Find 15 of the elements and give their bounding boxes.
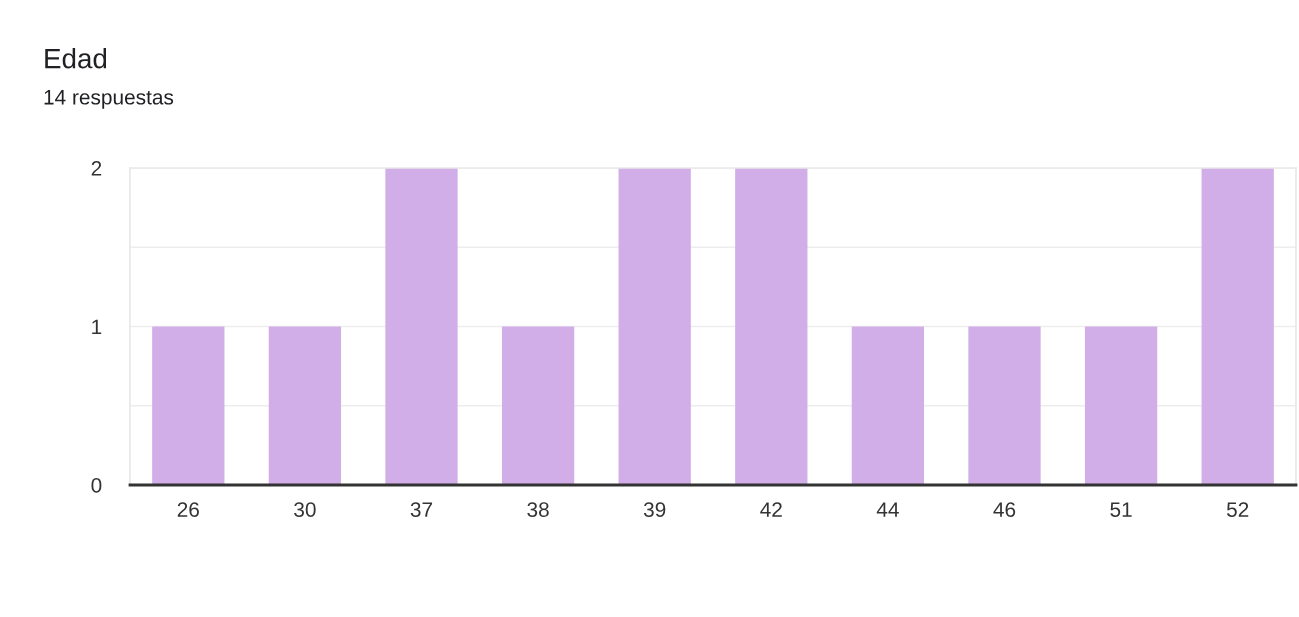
x-tick-label: 38 [527, 502, 549, 517]
x-tick-label: 42 [760, 502, 782, 517]
x-tick-label: 52 [1226, 502, 1249, 517]
y-tick-label: 2 [91, 161, 102, 176]
y-tick-label: 1 [92, 319, 102, 335]
x-tick-label: 44 [876, 502, 899, 517]
y-tick-label: 0 [91, 478, 102, 493]
x-tick-label: 26 [177, 502, 199, 517]
x-tick-label: 46 [993, 502, 1016, 517]
x-tick-label: 51 [1110, 502, 1132, 517]
x-tick-label: 30 [294, 502, 316, 517]
chart-title: Edad [45, 48, 107, 69]
x-tick-label: 37 [410, 502, 433, 517]
x-tick-label: 39 [643, 502, 666, 517]
chart-subtitle: 14 respuestas [44, 90, 174, 109]
